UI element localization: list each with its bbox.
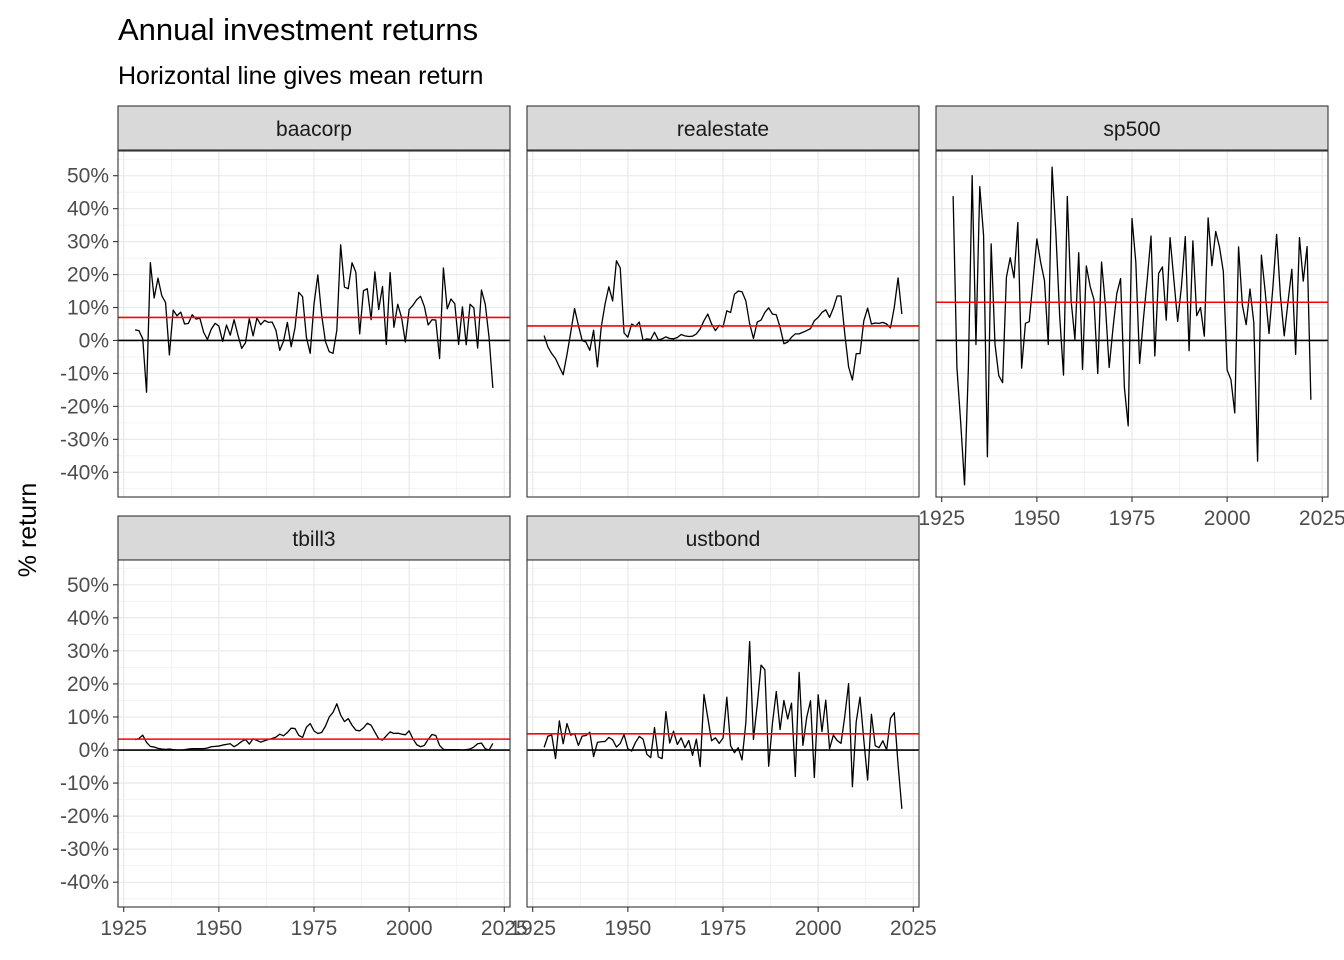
series-line-realestate <box>543 260 903 381</box>
strip-tbill3 <box>117 515 511 561</box>
y-tick-label: 10% <box>67 706 109 729</box>
y-tick-label: 10% <box>67 297 109 320</box>
strip-label-baacorp: baacorp <box>276 118 352 141</box>
x-tick-label: 2000 <box>795 917 842 940</box>
x-tick-label: 2025 <box>1299 507 1344 530</box>
panel-border <box>117 150 511 498</box>
y-tick-label: -40% <box>60 461 109 484</box>
y-tick-label: 0% <box>79 329 109 352</box>
x-tick-label: 1925 <box>509 917 556 940</box>
x-tick-label: 2000 <box>1204 507 1251 530</box>
x-tick-label: 1975 <box>700 917 747 940</box>
strip-label-realestate: realestate <box>677 118 769 141</box>
y-tick-label: 50% <box>67 165 109 188</box>
panel-realestate: realestate <box>526 105 920 498</box>
y-tick-label: 20% <box>67 264 109 287</box>
y-tick-label: -40% <box>60 871 109 894</box>
x-tick-label: 2000 <box>386 917 433 940</box>
series-line-sp500 <box>952 166 1312 486</box>
y-tick-label: -30% <box>60 838 109 861</box>
panel-sp500: sp500 1925 1950 1975 2000 2025 <box>918 105 1344 530</box>
x-tick-label: 1925 <box>100 917 147 940</box>
y-tick-label: 20% <box>67 673 109 696</box>
y-tick-label: -20% <box>60 805 109 828</box>
strip-baacorp <box>117 105 511 151</box>
y-tick-label: 40% <box>67 198 109 221</box>
x-tick-label: 2025 <box>890 917 937 940</box>
x-tick-label: 1950 <box>195 917 242 940</box>
strip-sp500 <box>935 105 1329 151</box>
panel-border <box>526 150 920 498</box>
y-tick-label: 30% <box>67 640 109 663</box>
panel-baacorp: baacorp 50% 40% 30% 20% 10% 0% -10% -20% -30% -40% <box>60 105 511 498</box>
x-tick-label: 1925 <box>918 507 965 530</box>
y-tick-label: -20% <box>60 395 109 418</box>
strip-label-tbill3: tbill3 <box>292 528 335 551</box>
y-tick-label: 50% <box>67 574 109 597</box>
chart-subtitle: Horizontal line gives mean return <box>118 62 483 90</box>
y-tick-label: 0% <box>79 739 109 762</box>
chart-title: Annual investment returns <box>118 12 478 47</box>
x-tick-label: 1950 <box>604 917 651 940</box>
y-tick-label: -30% <box>60 428 109 451</box>
panel-tbill3: tbill3 50% 40% 30% 20% 10% 0% -10% -20% -30% -40% 1… <box>60 515 528 940</box>
x-tick-label: 1950 <box>1013 507 1060 530</box>
y-axis-label: % return <box>14 483 42 577</box>
facet-panels: baacorp 50% 40% 30% 20% 10% 0% -10% -20% -30% -40%… <box>60 105 1344 940</box>
panel-ustbond: ustbond 1925 1950 1975 2000 2025 <box>509 515 937 940</box>
y-tick-label: 40% <box>67 607 109 630</box>
y-tick-label: -10% <box>60 362 109 385</box>
series-line-tbill3 <box>134 703 494 751</box>
x-tick-label: 1975 <box>1109 507 1156 530</box>
strip-label-ustbond: ustbond <box>686 528 761 551</box>
x-tick-label: 2025 <box>481 917 528 940</box>
strip-ustbond <box>526 515 920 561</box>
y-tick-label: 30% <box>67 231 109 254</box>
x-tick-label: 1975 <box>291 917 338 940</box>
y-tick-label: -10% <box>60 772 109 795</box>
strip-label-sp500: sp500 <box>1103 118 1160 141</box>
strip-realestate <box>526 105 920 151</box>
